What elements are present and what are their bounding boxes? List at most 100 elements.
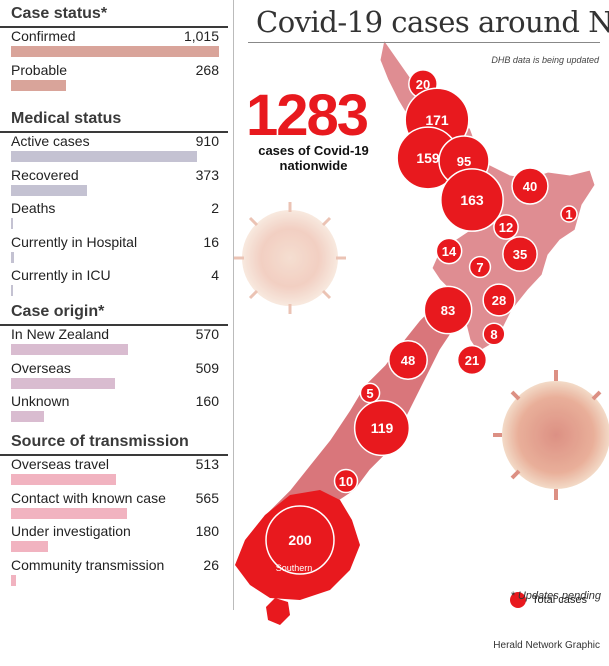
bar [11,184,87,196]
case-bubble [265,505,335,575]
bar [11,377,115,389]
case-bubble [423,285,473,335]
bar [11,344,128,355]
case-bubble [333,468,359,494]
case-origin-title: Case origin* [11,303,105,320]
case-bubble [511,167,549,205]
case-bubble-label: 12 [499,220,513,235]
bar-value: 570 [195,326,219,342]
bar-value: 1,015 [183,28,219,44]
case-bubble-label: 35 [513,247,527,262]
bar-value: 160 [195,393,219,409]
case-bubble [493,214,519,240]
case-bubble [482,283,516,317]
case-bubble-label: 14 [442,244,457,259]
page-title: Covid-19 cases around NZ [256,5,609,39]
bar-value: 373 [195,166,219,183]
case-bubble [482,322,506,346]
case-bubble-label: 20 [416,77,430,92]
bar [11,541,48,552]
case-bubble-label: 28 [492,293,506,308]
legend-marker [510,592,526,608]
case-bubble-label: 159 [416,150,440,166]
bar [11,411,44,422]
case-bubble-label: 163 [460,192,484,208]
bar-label: Contact with known case [11,489,166,506]
stewart-island-shape [266,598,290,625]
bar-value: 4 [211,267,219,283]
case-bubble-label: 83 [441,303,455,318]
bar-value: 513 [195,456,219,472]
case-bubble [502,236,538,272]
bar-label: Probable [11,61,68,78]
bar-label: Community transmission [11,556,165,573]
bar-label: Currently in Hospital [11,233,138,250]
medical-status-title: Medical status [11,110,122,127]
case-bubble [353,399,411,457]
bar [11,474,116,485]
case-bubble [468,255,492,279]
bar-value: 910 [195,133,219,149]
bar [11,251,14,263]
bar [11,574,16,586]
case-bubble-label: 200 [288,532,312,548]
bar-label: Confirmed [11,28,76,44]
case-bubble-label: 10 [339,474,353,489]
case-bubble-label: 1 [565,207,572,222]
bar-value: 565 [195,489,219,506]
vertical-divider [233,0,234,610]
credit-line: Herald Network Graphic [493,640,600,651]
bar-value: 509 [195,359,219,376]
bar [11,218,13,229]
source-of-transmission-title: Source of transmission [11,433,189,450]
bar [11,79,66,91]
case-bubble [560,205,578,223]
updates-pending-note: * Updates pending [510,590,601,602]
legend-label: Total cases [532,594,588,606]
case-bubble-label: 7 [476,260,483,275]
dhb-note: DHB data is being updated [491,55,599,65]
bar-label: In New Zealand [11,326,110,342]
case-bubble-label: 95 [457,154,471,169]
case-bubbles: 20 171 159 95 163 40 1 12 14 35 7 83 28 8 21 48 5 119 10 20… [265,69,578,575]
bar-label: Currently in ICU [11,267,111,283]
bar-label: Recovered [11,166,79,183]
bar-label: Deaths [11,200,56,216]
case-bubble [456,344,488,376]
case-bubble [440,168,504,232]
total-cases-number: 1283 [246,83,369,148]
bar-label: Unknown [11,393,70,409]
bar-label: Active cases [11,133,90,149]
bar [11,151,197,162]
bar-value: 2 [211,200,219,216]
southern-region-label: Southern [276,563,313,573]
case-bubble [435,237,463,265]
bar-label: Overseas [11,359,71,376]
case-origin-rule [0,324,228,326]
bar-value: 26 [203,556,219,573]
virus-illustration-right [493,370,609,500]
case-bubble-label: 48 [401,353,415,368]
bar [11,46,219,57]
case-status-title: Case status* [11,5,108,22]
virus-illustration-left [234,202,346,314]
case-bubble [388,340,428,380]
stats-panel: Case status* Confirmed 1,015 Probable 268 Med… [0,0,228,666]
case-bubble-label: 5 [366,386,373,401]
bar-label: Under investigation [11,523,131,539]
case-bubble-label: 171 [425,112,449,128]
bar-value: 16 [203,233,219,250]
title-rule [248,42,600,43]
total-cases-caption: cases of Covid-19 nationwide [258,143,369,173]
case-bubble-label: 119 [371,420,394,436]
case-bubble-label: 8 [490,327,497,342]
bar [11,285,13,296]
medical-status-rule [0,131,228,133]
case-bubble-label: 40 [523,179,537,194]
bar-value: 268 [195,61,219,78]
bar [11,507,127,519]
case-status-rule [0,26,228,28]
bar-value: 180 [195,523,219,539]
bar-label: Overseas travel [11,456,110,472]
